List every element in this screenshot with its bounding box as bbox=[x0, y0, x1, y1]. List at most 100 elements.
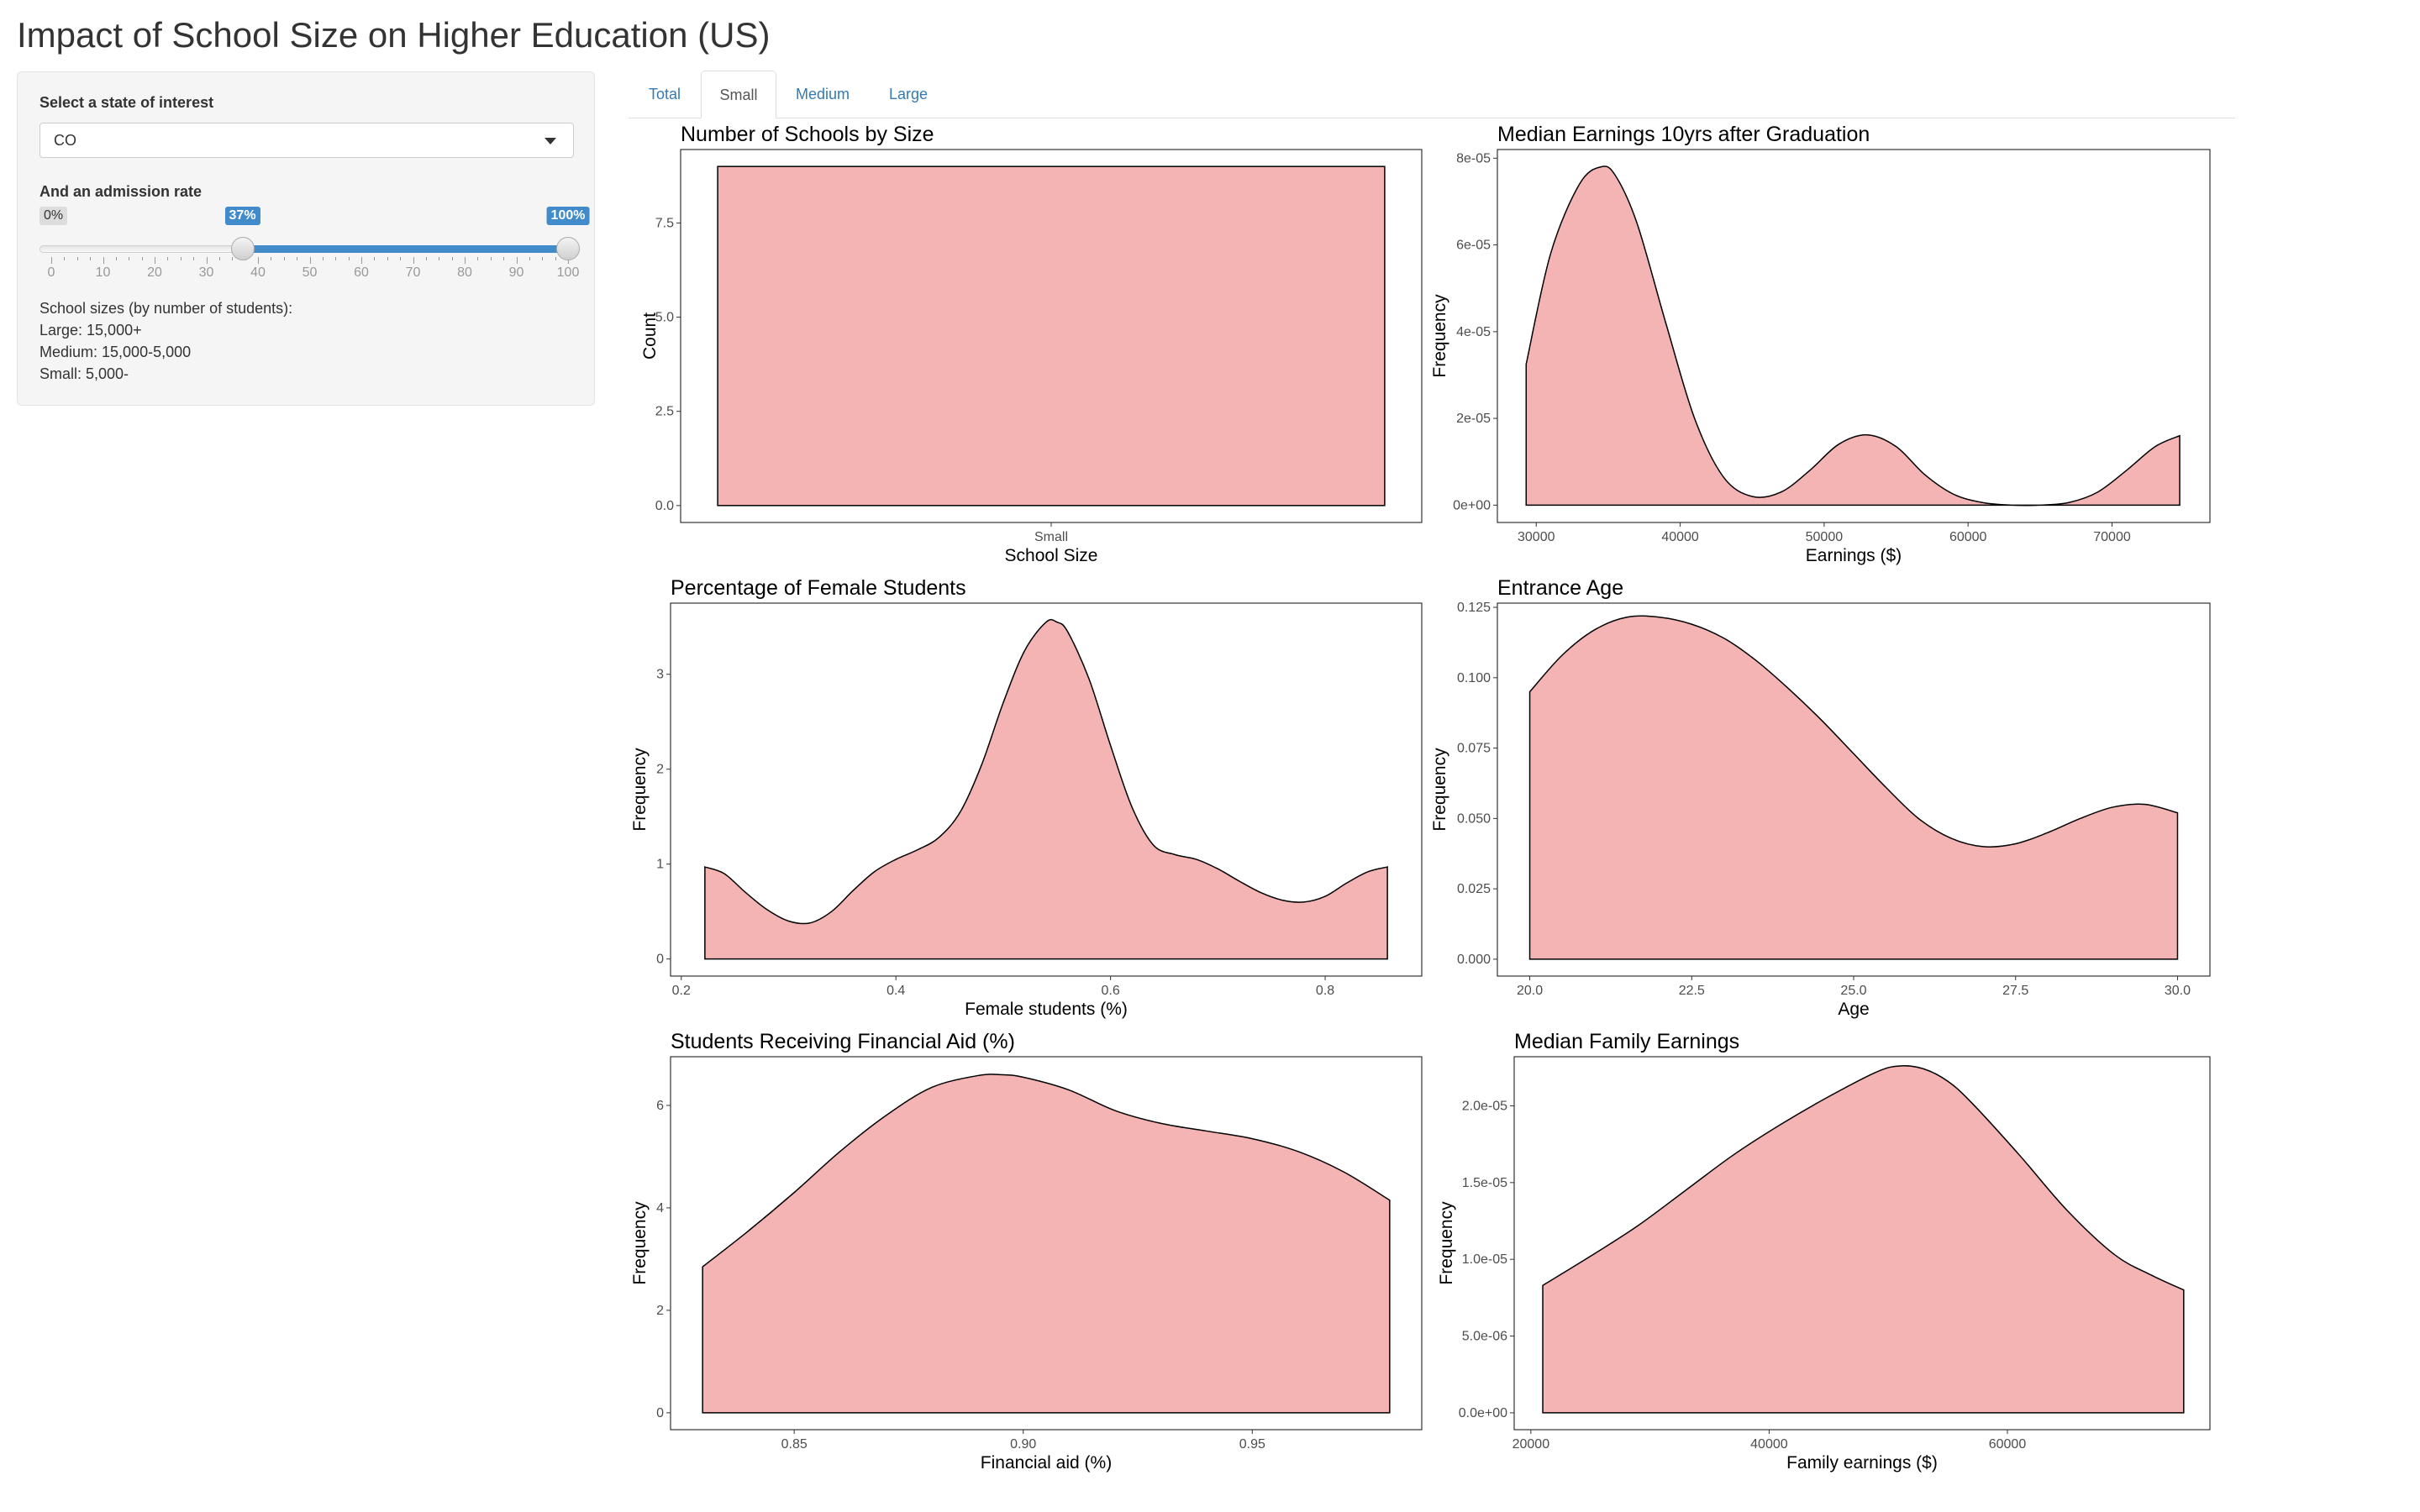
slider-tick bbox=[64, 257, 66, 260]
admission-rate-label: And an admission rate bbox=[39, 183, 203, 200]
y-tick-label: 6e-05 bbox=[1456, 239, 1491, 253]
state-select[interactable]: CO bbox=[39, 123, 574, 158]
chart-female-students: Percentage of Female Students 0.2 0.4 0.6 0.… bbox=[630, 576, 1423, 1019]
chart-entrance-age: Entrance Age 20.0 22.5 25.0 27.5 30.0 0.000 0.0… bbox=[1430, 576, 2211, 1019]
chart-title: Students Receiving Financial Aid (%) bbox=[671, 1030, 1015, 1053]
page-title: Impact of School Size on Higher Educatio… bbox=[17, 15, 771, 55]
slider-from-label: 37% bbox=[224, 207, 260, 225]
slider-tick bbox=[451, 257, 453, 260]
x-axis-label: School Size bbox=[1005, 546, 1098, 565]
slider-selected-range[interactable] bbox=[242, 245, 568, 253]
plot-panel bbox=[1497, 149, 2211, 523]
plot-panel bbox=[1497, 602, 2211, 977]
slider-tick-label: 60 bbox=[354, 265, 369, 280]
slider-tick bbox=[76, 257, 78, 260]
y-tick-label: 4 bbox=[656, 1201, 664, 1215]
density-outline bbox=[1525, 165, 2181, 507]
slider-tick bbox=[232, 257, 234, 260]
x-axis-label: Female students (%) bbox=[965, 1000, 1128, 1019]
slider-tick bbox=[309, 257, 311, 264]
slider-tick bbox=[555, 257, 556, 260]
sidebar-panel: Select a state of interest CO And an adm… bbox=[17, 71, 595, 406]
slider-tick bbox=[374, 257, 376, 260]
chart-family-earnings: Median Family Earnings 20000 40000 60000 0.0… bbox=[1437, 1030, 2211, 1473]
y-tick-label: 1.5e-05 bbox=[1462, 1176, 1507, 1190]
chart-financial-aid: Students Receiving Financial Aid (%) 0.85… bbox=[630, 1030, 1423, 1473]
slider-tick bbox=[477, 257, 479, 260]
y-axis-label: Frequency bbox=[630, 748, 650, 832]
slider-tick bbox=[141, 257, 143, 260]
school-size-notes: School sizes (by number of students): La… bbox=[39, 297, 292, 385]
y-axis-label: Frequency bbox=[630, 1201, 650, 1285]
slider-tick bbox=[387, 257, 388, 260]
admission-rate-slider[interactable]: 0% 37% 100% 0 10 20 30 40 50 60 70 80 90 100 bbox=[39, 207, 590, 282]
tab-large[interactable]: Large bbox=[888, 86, 929, 102]
density-area bbox=[1543, 1065, 2184, 1413]
slider-tick bbox=[103, 257, 104, 264]
slider-tick-label: 0 bbox=[47, 265, 55, 280]
slider-tick-label: 40 bbox=[250, 265, 266, 280]
slider-tick bbox=[193, 257, 195, 260]
x-tick-label: 22.5 bbox=[1679, 984, 1705, 998]
slider-tick bbox=[529, 257, 530, 260]
y-tick-label: 5.0e-06 bbox=[1462, 1330, 1507, 1344]
chart-number-of-schools: Number of Schools by Size Small 0.0 2.5 5.0 7… bbox=[640, 123, 1423, 565]
slider-tick bbox=[413, 257, 414, 264]
slider-tick bbox=[218, 257, 220, 260]
chevron-down-icon bbox=[544, 138, 556, 144]
y-tick-label: 2 bbox=[656, 763, 664, 777]
y-tick-label: 1 bbox=[656, 858, 664, 872]
tab-total[interactable]: Total bbox=[648, 86, 681, 102]
y-tick-label: 0.125 bbox=[1457, 601, 1491, 615]
y-axis-label: Frequency bbox=[1430, 294, 1449, 378]
x-tick-label: 0.90 bbox=[1010, 1437, 1036, 1452]
x-tick-label: 40000 bbox=[1750, 1437, 1788, 1452]
x-tick-label: 20.0 bbox=[1517, 984, 1543, 998]
chart-median-earnings: Median Earnings 10yrs after Graduation 30… bbox=[1430, 123, 2211, 565]
slider-tick-label: 10 bbox=[95, 265, 111, 280]
y-tick-label: 2.5 bbox=[655, 405, 674, 419]
density-outline bbox=[702, 1074, 1391, 1414]
slider-tick-label: 80 bbox=[457, 265, 472, 280]
y-tick-label: 4e-05 bbox=[1456, 325, 1491, 339]
slider-tick bbox=[361, 257, 362, 264]
slider-tick bbox=[51, 257, 52, 264]
plot-panel bbox=[1513, 1056, 2211, 1431]
slider-tick bbox=[503, 257, 505, 260]
slider-tick bbox=[206, 257, 208, 264]
x-tick-label: 0.4 bbox=[886, 984, 905, 998]
x-tick-label: 25.0 bbox=[1840, 984, 1866, 998]
x-tick-label: 27.5 bbox=[2002, 984, 2028, 998]
y-tick-label: 2 bbox=[656, 1304, 664, 1318]
size-tabs: Total Small Medium Large bbox=[629, 71, 2235, 118]
slider-tick bbox=[425, 257, 427, 260]
y-tick-label: 5.0 bbox=[655, 311, 674, 325]
x-tick-label: 0.95 bbox=[1239, 1437, 1265, 1452]
slider-tick bbox=[180, 257, 182, 260]
slider-tick bbox=[465, 257, 466, 264]
y-tick-label: 0e+00 bbox=[1453, 498, 1491, 512]
bar-small bbox=[717, 165, 1386, 507]
y-tick-label: 6 bbox=[656, 1099, 664, 1113]
y-tick-label: 3 bbox=[656, 668, 664, 682]
slider-handle-to[interactable] bbox=[556, 237, 580, 260]
tab-medium[interactable]: Medium bbox=[795, 86, 850, 102]
y-axis-label: Count bbox=[640, 312, 660, 360]
y-tick-label: 2.0e-05 bbox=[1462, 1099, 1507, 1113]
x-tick-label: 0.2 bbox=[672, 984, 691, 998]
x-tick-label: Small bbox=[1034, 530, 1068, 544]
slider-handle-from[interactable] bbox=[230, 237, 255, 260]
slider-to-label: 100% bbox=[546, 207, 590, 225]
chart-title: Median Family Earnings bbox=[1514, 1030, 1739, 1053]
slider-tick bbox=[283, 257, 285, 260]
density-outline bbox=[704, 618, 1388, 960]
y-tick-label: 7.5 bbox=[655, 216, 674, 230]
tab-small[interactable]: Small bbox=[701, 71, 776, 118]
y-tick-label: 0.0e+00 bbox=[1459, 1406, 1507, 1420]
y-tick-label: 2e-05 bbox=[1456, 412, 1491, 426]
y-tick-label: 0.0 bbox=[655, 499, 674, 513]
x-axis-label: Family earnings ($) bbox=[1786, 1453, 1938, 1473]
y-tick-label: 0.025 bbox=[1457, 882, 1491, 896]
x-tick-label: 20000 bbox=[1512, 1437, 1550, 1452]
slider-tick bbox=[167, 257, 169, 260]
